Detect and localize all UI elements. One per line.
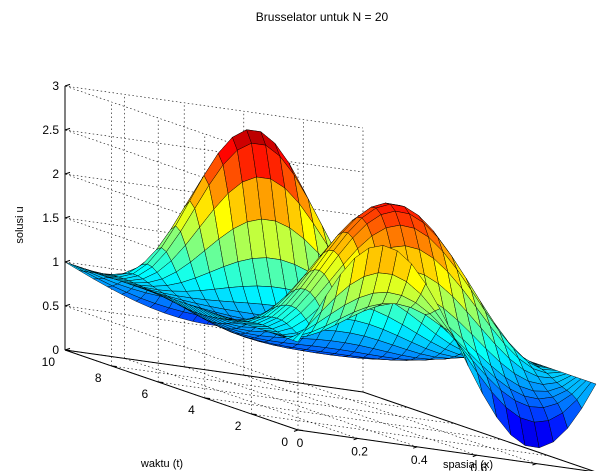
z-tick-label: 2.5 [42, 123, 59, 137]
chart-title: Brusselator untuk N = 20 [256, 10, 389, 24]
gridline-z-left-wall [64, 305, 299, 387]
y-axis-line [64, 349, 299, 431]
x-tick-label: 0.6 [470, 461, 487, 471]
surface-cell [576, 382, 597, 409]
z-tick-label: 0.5 [42, 299, 59, 313]
y-tick-label: 4 [188, 403, 195, 417]
y-tick-label: 2 [235, 419, 242, 433]
y-tick-label: 0 [281, 435, 288, 449]
floor-back-edge [64, 349, 364, 393]
z-tick-label: 1.5 [42, 211, 59, 225]
x-tick-mark [532, 463, 537, 466]
z-tick-label: 1 [52, 255, 59, 269]
z-tick-mark [64, 259, 71, 263]
x-axis-label: spasial (x) [443, 459, 493, 471]
y-tick-mark [158, 381, 164, 383]
z-tick-label: 3 [52, 79, 59, 93]
z-tick-label: 0 [52, 343, 59, 357]
y-tick-mark [297, 429, 304, 431]
x-tick-label: 0.2 [351, 444, 368, 458]
x-tick-mark [413, 446, 418, 449]
x-tick-label: 0 [297, 436, 304, 450]
gridline-x-floor [184, 366, 418, 448]
x-axis-line [297, 429, 593, 471]
floor-right-edge [362, 391, 595, 471]
z-tick-mark [64, 215, 71, 219]
gridline-x-floor [124, 358, 358, 439]
gridline-x-floor [243, 374, 477, 456]
z-tick-mark [64, 171, 71, 175]
surface-mesh [64, 129, 597, 449]
gridline-x-floor [303, 383, 537, 464]
gridline-t-floor [158, 381, 457, 425]
x-tick-mark [353, 437, 358, 441]
gridline-t-floor [204, 397, 503, 441]
y-tick-mark [251, 413, 257, 415]
z-tick-mark [64, 127, 71, 131]
axis-ticks: 00.20.40.60.81024681000.511.522.53 [42, 79, 547, 471]
y-tick-label: 6 [142, 387, 149, 401]
y-axis-label: waktu (t) [140, 458, 183, 470]
y-tick-label: 10 [42, 355, 56, 369]
x-tick-label: 0.4 [411, 453, 428, 467]
z-tick-mark [64, 347, 71, 351]
y-tick-mark [111, 365, 117, 367]
x-tick-label: 0.8 [530, 470, 547, 471]
z-tick-mark [64, 303, 71, 307]
gridline-t-floor [111, 365, 410, 409]
y-tick-label: 8 [95, 371, 102, 385]
x-tick-mark [472, 454, 477, 458]
z-tick-label: 2 [52, 167, 59, 181]
z-axis-label: solusi u [14, 206, 26, 243]
gridline-z-back-wall [64, 85, 364, 129]
x-tick-mark [293, 429, 299, 432]
z-tick-mark [64, 83, 71, 87]
y-tick-mark [204, 397, 210, 399]
